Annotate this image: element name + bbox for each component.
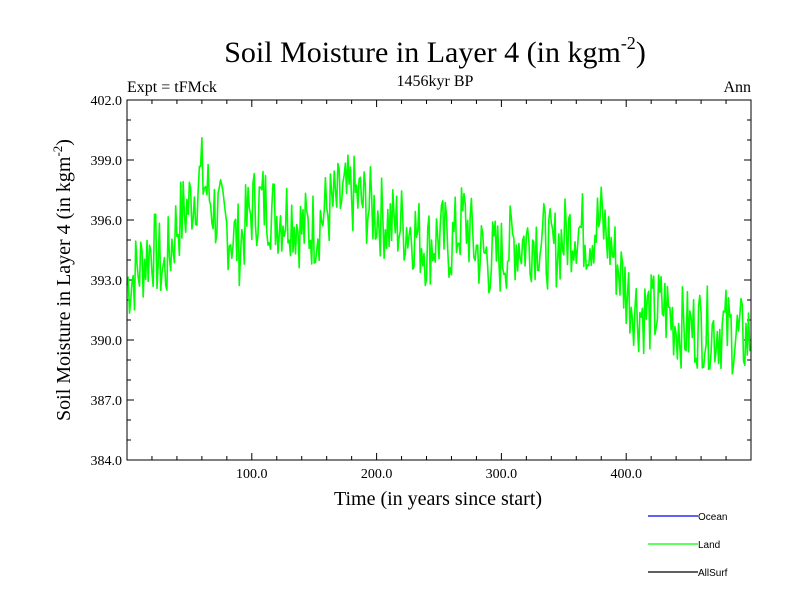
y-tick-label: 402.0	[91, 94, 123, 109]
x-tick-label: 200.0	[361, 467, 393, 482]
legend-label-ocean: Ocean	[698, 512, 727, 523]
x-tick-label: 300.0	[486, 467, 518, 482]
series-group	[126, 137, 751, 375]
legend-label-land: Land	[698, 540, 720, 551]
y-tick-label: 384.0	[91, 454, 123, 469]
x-tick-label: 400.0	[610, 467, 642, 482]
y-tick-label: 396.0	[91, 214, 123, 229]
period-label: 1456kyr BP	[397, 73, 474, 90]
x-axis-label: Time (in years since start)	[334, 488, 542, 510]
experiment-label: Expt = tFMck	[127, 79, 217, 96]
y-tick-label: 390.0	[91, 334, 123, 349]
y-axis-label: Soil Moisture in Layer 4 (in kgm-2)	[50, 139, 75, 421]
x-axis-ticks: 100.0 200.0 300.0 400.0	[151, 100, 727, 482]
y-tick-label: 393.0	[91, 274, 123, 289]
x-tick-label: 100.0	[236, 467, 268, 482]
legend-label-allsurf: AllSurf	[698, 568, 728, 579]
y-tick-label: 387.0	[91, 394, 123, 409]
y-tick-label: 399.0	[91, 154, 123, 169]
chart-title: Soil Moisture in Layer 4 (in kgm-2)	[224, 33, 646, 69]
legend: Ocean Land AllSurf	[648, 512, 728, 579]
plot-frame	[126, 99, 752, 461]
series-line-land	[126, 137, 751, 375]
season-label: Ann	[723, 79, 751, 96]
